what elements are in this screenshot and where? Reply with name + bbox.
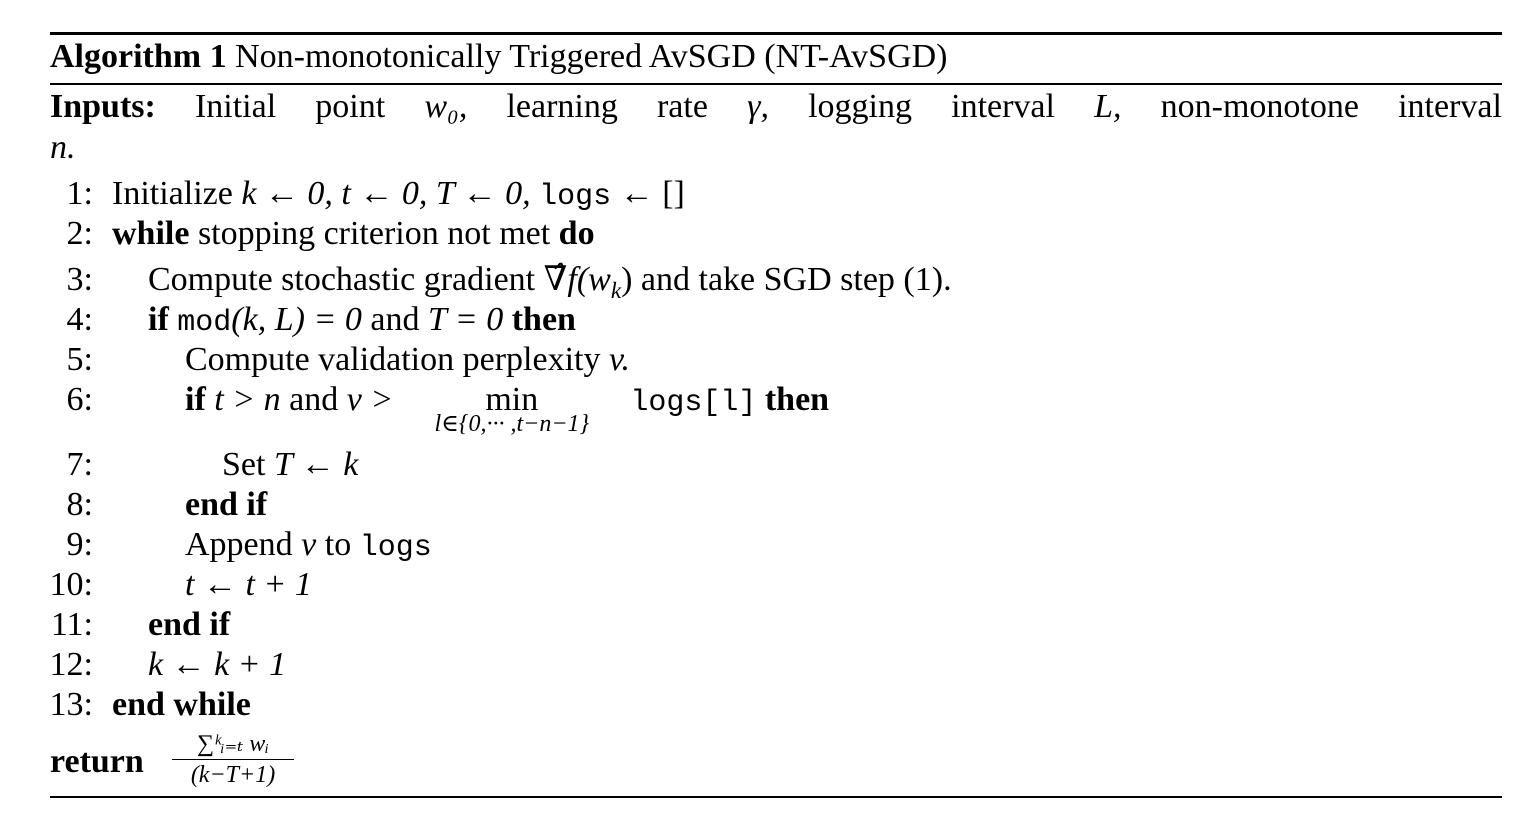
line-number: 4: (66, 301, 93, 338)
keyword: end while (112, 686, 251, 723)
inputs-word: L, (1094, 88, 1122, 125)
math: t > n (214, 381, 281, 418)
inputs-word: γ, (747, 88, 769, 125)
text: stopping criterion not met (197, 215, 551, 252)
algo-line-3: 3: Compute stochastic gradient ∇̂f(wk) a… (50, 260, 1502, 304)
algo-line-4: 4: if mod(k, L) = 0 and T = 0 then (50, 300, 1502, 340)
algo-line-13: 13: end while (50, 685, 1502, 725)
keyword: then (511, 301, 576, 338)
math: T = 0 (427, 301, 504, 338)
algorithm-title: Algorithm 1 Non-monotonically Triggered … (50, 37, 948, 77)
algo-line-8: 8: end if (50, 485, 1502, 525)
line-number: 11: (50, 606, 93, 643)
algo-line-1: 1: Initialize k ← 0, t ← 0, T ← 0, logs … (50, 174, 1502, 214)
keyword: do (558, 215, 595, 252)
line-number: 1: (66, 175, 93, 212)
text: and (289, 381, 339, 418)
algo-line-9: 9: Append v to logs (50, 525, 1502, 565)
line-number: 7: (66, 446, 93, 483)
min-limit: l∈{0,··· ,t−n−1} (434, 411, 590, 437)
text: to (324, 526, 352, 563)
math: k ← k + 1 (148, 646, 287, 683)
math: v. (608, 341, 631, 378)
inputs-word: Initial (194, 88, 277, 125)
math: v > (346, 381, 394, 418)
text: Compute validation perplexity (185, 341, 601, 378)
inputs-word: logging (808, 88, 912, 125)
line-number: 5: (66, 341, 93, 378)
text: and take SGD step (1). (640, 261, 952, 298)
inputs-line: Inputs: Initial point w₀, learning rate … (50, 86, 1502, 128)
text: and (370, 301, 420, 338)
text: Compute stochastic gradient (148, 261, 536, 298)
text: Initialize (112, 175, 233, 212)
return-fraction: ∑ᵏᵢ₌ₜ wᵢ (k−T+1) (172, 730, 294, 790)
title-rule (50, 83, 1502, 85)
line-number: 6: (66, 381, 93, 418)
math: ∇̂f(w (543, 261, 611, 298)
return-keyword: return (50, 743, 144, 780)
line-number: 2: (66, 215, 93, 252)
inputs-word: interval (951, 88, 1055, 125)
line-number: 8: (66, 486, 93, 523)
inputs-word: interval (1398, 88, 1502, 125)
inputs-word: non-monotone (1160, 88, 1359, 125)
algo-line-7: 7: Set T ← k (50, 445, 1502, 485)
keyword: end if (185, 486, 268, 523)
code: mod (177, 306, 232, 340)
keyword: while (112, 215, 190, 252)
math: ← [] (619, 175, 685, 212)
math: T ← k (273, 446, 359, 483)
inputs-word: rate (656, 88, 708, 125)
algorithm-label: Algorithm 1 (50, 38, 227, 75)
text: Append (185, 526, 293, 563)
line-number: 10: (49, 566, 93, 603)
code: logs[l] (630, 386, 757, 420)
inputs-word: w₀, (424, 88, 468, 125)
algo-line-2: 2: while stopping criterion not met do (50, 214, 1502, 254)
fraction-numerator: ∑ᵏᵢ₌ₜ wᵢ (172, 730, 294, 760)
inputs-continuation: n. (50, 129, 76, 166)
keyword: end if (148, 606, 231, 643)
math-subscript: k (610, 277, 622, 304)
math: (k, L) = 0 (231, 301, 362, 338)
algo-line-11: 11: end if (50, 605, 1502, 645)
text: Set (222, 446, 266, 483)
fraction-denominator: (k−T+1) (190, 762, 276, 788)
line-number: 12: (49, 646, 93, 683)
algorithm-block: Algorithm 1 Non-monotonically Triggered … (50, 0, 1502, 819)
keyword: if (148, 301, 169, 338)
algo-line-12: 12: k ← k + 1 (50, 645, 1502, 685)
inputs-label: Inputs: (50, 88, 156, 125)
top-rule (50, 32, 1502, 35)
min-operator: min l∈{0,··· ,t−n−1} (402, 380, 622, 437)
bottom-rule (50, 796, 1502, 798)
algo-line-10: 10: t ← t + 1 (50, 565, 1502, 605)
code: logs (359, 531, 432, 565)
math: ) (621, 261, 633, 298)
keyword: if (185, 381, 206, 418)
math: v (301, 526, 317, 563)
keyword: then (764, 381, 830, 418)
min-label: min (485, 381, 539, 418)
line-number: 3: (66, 261, 93, 298)
math: k ← 0, t ← 0, T ← 0, (241, 175, 531, 212)
math: t ← t + 1 (185, 566, 312, 603)
code: logs (539, 180, 612, 214)
algo-line-6: 6: if t > n and v > min l∈{0,··· ,t−n−1}… (50, 380, 1502, 450)
inputs-word: point (315, 88, 386, 125)
line-number: 9: (66, 526, 93, 563)
algo-line-5: 5: Compute validation perplexity v. (50, 340, 1502, 380)
inputs-word: learning (506, 88, 618, 125)
line-number: 13: (49, 686, 93, 723)
algorithm-name: Non-monotonically Triggered AvSGD (NT-Av… (235, 38, 948, 75)
